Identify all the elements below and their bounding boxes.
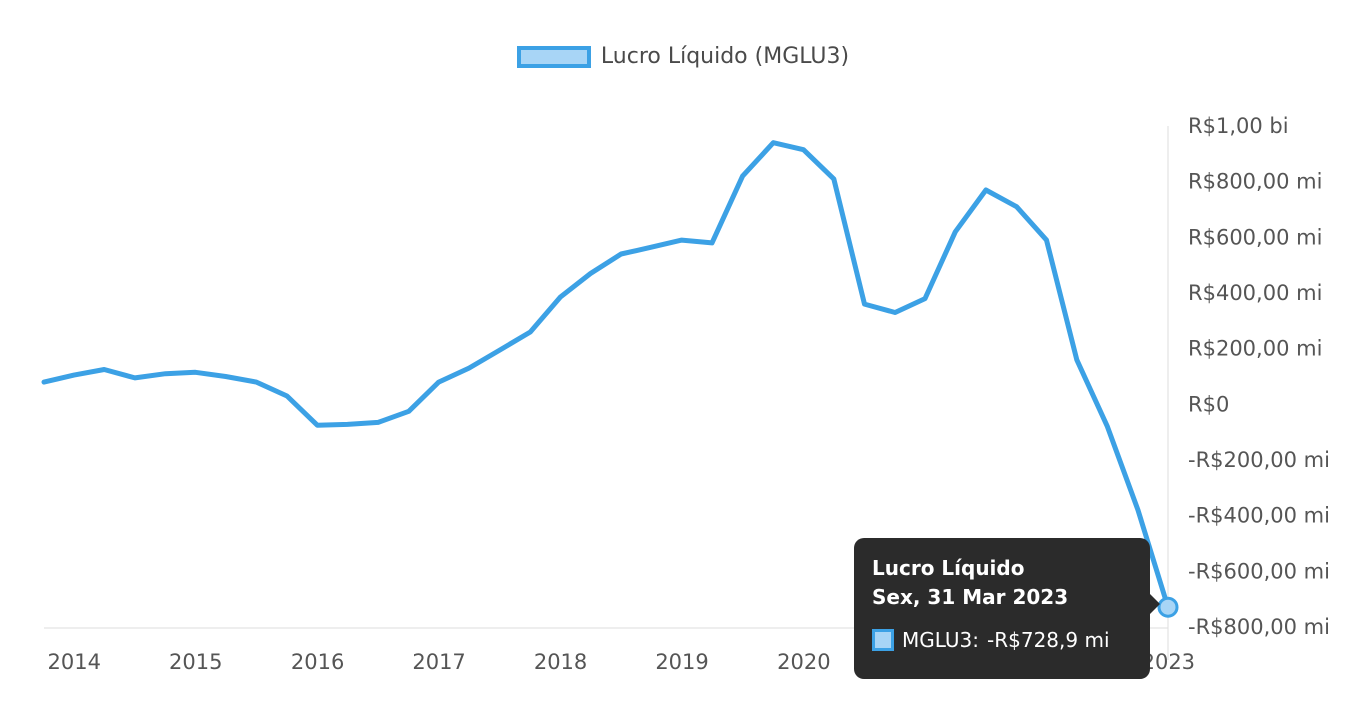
tooltip-date: Sex, 31 Mar 2023 xyxy=(872,585,1069,609)
y-tick-label: R$200,00 mi xyxy=(1188,337,1322,361)
legend-swatch xyxy=(516,45,591,68)
x-tick-label: 2023 xyxy=(1142,650,1195,674)
y-tick-label: -R$200,00 mi xyxy=(1188,448,1330,472)
legend[interactable]: Lucro Líquido (MGLU3) xyxy=(0,44,1366,69)
x-tick-label: 2015 xyxy=(169,650,222,674)
y-tick-label: R$0 xyxy=(1188,392,1229,416)
x-tick-label: 2018 xyxy=(534,650,587,674)
tooltip-series: MGLU3: xyxy=(902,628,980,652)
tooltip-swatch xyxy=(872,629,894,651)
x-tick-label: 2016 xyxy=(291,650,344,674)
y-tick-label: -R$400,00 mi xyxy=(1188,504,1330,528)
legend-label: Lucro Líquido (MGLU3) xyxy=(600,44,850,69)
y-tick-label: R$1,00 bi xyxy=(1188,114,1289,138)
y-tick-label: R$400,00 mi xyxy=(1188,281,1322,305)
tooltip-value: -R$728,9 mi xyxy=(987,628,1110,652)
x-tick-label: 2019 xyxy=(655,650,708,674)
series-line-mglu3 xyxy=(41,140,1171,610)
tooltip-title: Lucro Líquido xyxy=(872,556,1025,580)
tooltip-row: MGLU3: -R$728,9 mi xyxy=(872,628,1132,652)
y-tick-label: -R$600,00 mi xyxy=(1188,559,1330,583)
y-tick-label: R$600,00 mi xyxy=(1188,225,1322,249)
data-points xyxy=(1157,596,1179,618)
x-tick-label: 2020 xyxy=(777,650,830,674)
highlighted-point[interactable] xyxy=(1157,596,1179,618)
x-tick-label: 2014 xyxy=(48,650,101,674)
y-tick-label: -R$800,00 mi xyxy=(1188,615,1330,639)
tooltip: Lucro Líquido Sex, 31 Mar 2023 MGLU3: -R… xyxy=(854,538,1160,679)
y-tick-label: R$800,00 mi xyxy=(1188,170,1322,194)
x-tick-label: 2017 xyxy=(412,650,465,674)
y-tick-labels: R$1,00 bi R$800,00 mi R$600,00 mi R$400,00 … xyxy=(1188,114,1330,639)
